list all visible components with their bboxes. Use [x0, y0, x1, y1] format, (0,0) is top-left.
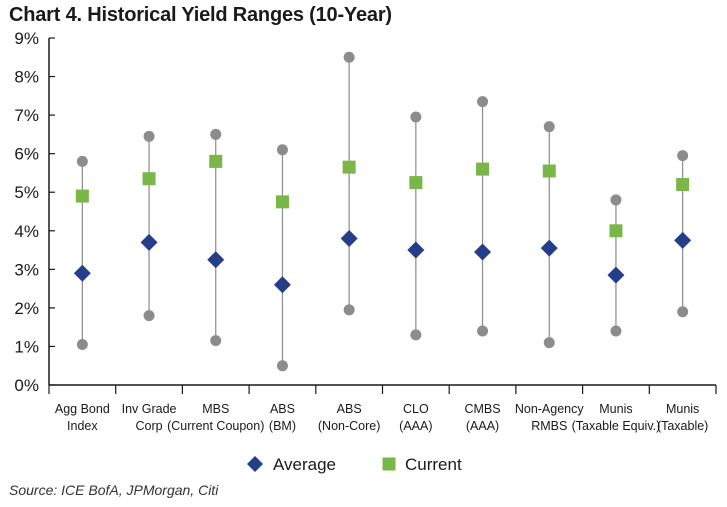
legend-average-label: Average: [273, 455, 336, 474]
category-label: (AAA): [466, 419, 499, 433]
range-high-point: [343, 51, 355, 63]
range-high-point: [610, 194, 622, 206]
chart-title: Chart 4. Historical Yield Ranges (10-Yea…: [9, 4, 392, 26]
category-label: CMBS: [464, 402, 500, 416]
current-point: [209, 154, 223, 168]
range-low-point: [677, 306, 689, 318]
range-low-point: [276, 360, 288, 372]
range-high-point: [543, 121, 555, 133]
current-point: [476, 162, 490, 176]
current-point: [609, 224, 623, 238]
y-tick-label: 7%: [14, 106, 39, 125]
range-high-point: [677, 150, 689, 162]
y-tick-label: 2%: [14, 299, 39, 318]
legend-average-icon: [247, 456, 263, 472]
average-point: [407, 241, 425, 259]
category-label: CLO: [403, 402, 429, 416]
current-point: [542, 164, 556, 178]
category-label: Corp: [136, 419, 163, 433]
range-high-point: [143, 130, 155, 142]
range-high-point: [410, 111, 422, 123]
legend-current-label: Current: [405, 455, 462, 474]
y-tick-label: 8%: [14, 68, 39, 87]
current-point: [676, 178, 690, 192]
range-low-point: [610, 325, 622, 337]
range-low-point: [543, 337, 555, 349]
range-low-point: [210, 335, 222, 347]
category-label: ABS: [270, 402, 295, 416]
average-point: [607, 266, 625, 284]
y-tick-label: 6%: [14, 145, 39, 164]
current-point: [342, 160, 356, 174]
category-label: (Taxable Equiv.): [572, 419, 661, 433]
category-label: Index: [67, 419, 98, 433]
category-label: MBS: [202, 402, 229, 416]
category-label: Munis: [599, 402, 632, 416]
average-point: [273, 276, 291, 294]
category-label: (AAA): [399, 419, 432, 433]
average-point: [207, 251, 225, 269]
data-points: [73, 154, 692, 294]
average-point: [540, 239, 558, 257]
average-point: [474, 243, 492, 261]
y-tick-label: 0%: [14, 376, 39, 395]
source-note: Source: ICE BofA, JPMorgan, Citi: [9, 482, 219, 498]
range-low-point: [410, 329, 422, 341]
category-label: Munis: [666, 402, 699, 416]
category-label: Agg Bond: [55, 402, 110, 416]
category-label: Non-Agency: [515, 402, 585, 416]
legend: Average Current: [247, 455, 462, 474]
range-high-point: [76, 155, 88, 167]
y-tick-label: 9%: [14, 29, 39, 48]
average-point: [340, 229, 358, 247]
range-low-point: [477, 325, 489, 337]
current-point: [275, 195, 289, 209]
range-low-point: [343, 304, 355, 316]
y-tick-label: 3%: [14, 260, 39, 279]
category-label: (Non-Core): [318, 419, 381, 433]
category-labels: Agg Bond Index Inv Grade Corp MBS (Current Co…: [55, 402, 708, 433]
average-point: [674, 231, 692, 249]
chart-axes: 0% 1% 2% 3% 4% 5% 6% 7% 8% 9%: [14, 29, 717, 395]
category-label: RMBS: [531, 419, 567, 433]
range-low-point: [76, 339, 88, 351]
legend-current-icon: [382, 457, 396, 471]
range-low-point: [143, 310, 155, 322]
range-high-point: [210, 128, 222, 140]
category-label: (BM): [269, 419, 296, 433]
y-tick-label: 5%: [14, 183, 39, 202]
category-label: ABS: [337, 402, 362, 416]
category-label: Inv Grade: [122, 402, 177, 416]
average-point: [73, 264, 91, 282]
current-point: [142, 172, 156, 186]
current-point: [409, 176, 423, 190]
range-lines: [76, 51, 689, 372]
range-high-point: [276, 144, 288, 156]
y-tick-label: 4%: [14, 222, 39, 241]
y-tick-label: 1%: [14, 337, 39, 356]
average-point: [140, 233, 158, 251]
range-high-point: [477, 96, 489, 108]
category-label: (Current Coupon): [167, 419, 264, 433]
current-point: [75, 189, 89, 203]
category-label: (Taxable): [657, 419, 708, 433]
